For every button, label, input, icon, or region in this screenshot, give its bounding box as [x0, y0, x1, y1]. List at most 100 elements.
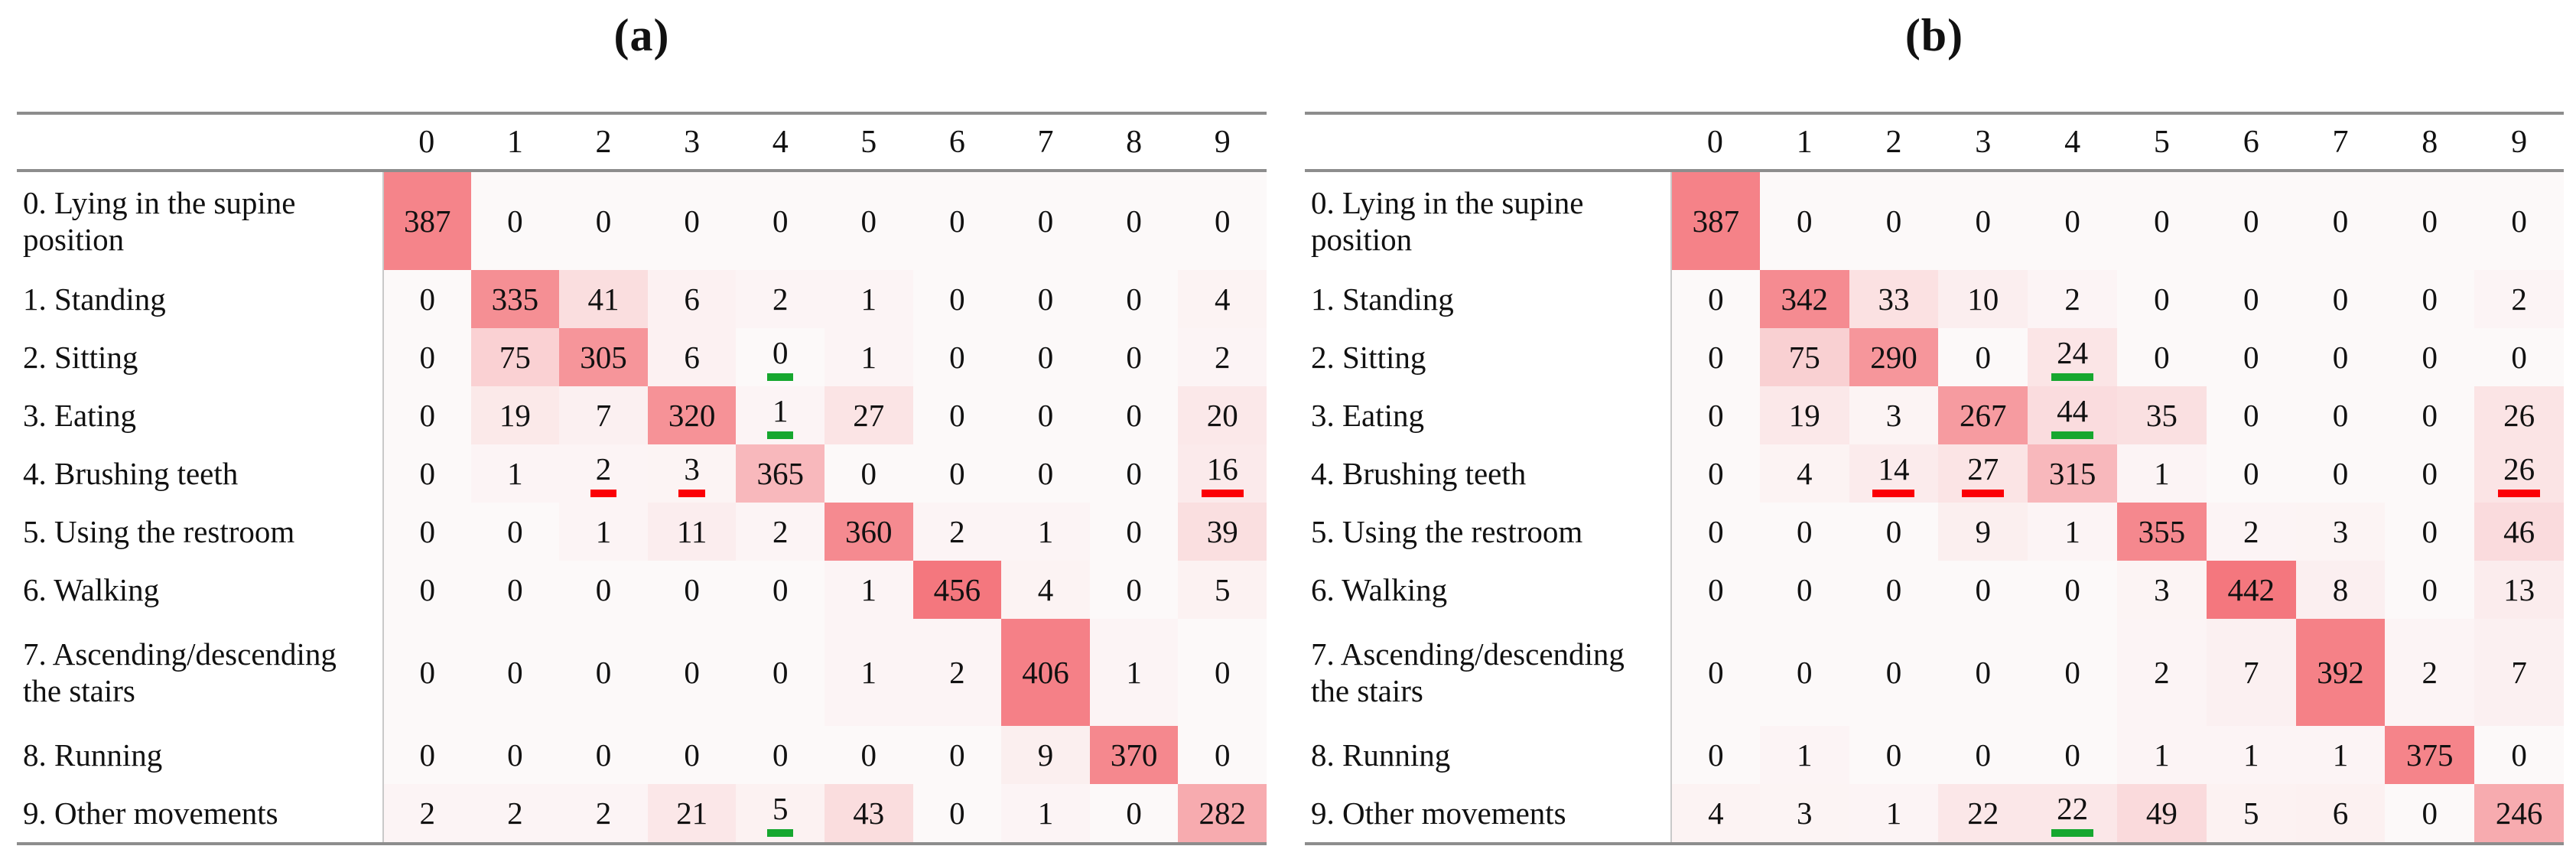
matrix-cell: 0	[1759, 172, 1849, 270]
cell-value: 0	[2422, 340, 2438, 375]
cell-value: 387	[404, 203, 451, 239]
cell-value: 0	[595, 655, 612, 690]
cell-value: 1	[2243, 737, 2259, 773]
matrix-cell: 7	[2206, 619, 2296, 726]
matrix-cell: 0	[1938, 726, 2028, 784]
matrix-cell: 0	[1670, 386, 1760, 444]
matrix-cell: 0	[470, 726, 560, 784]
matrix-cell: 26	[2474, 386, 2564, 444]
cell-value: 0	[2422, 203, 2438, 239]
matrix-cell: 0	[1759, 619, 1849, 726]
matrix-cell: 0	[559, 619, 648, 726]
matrix-cell: 0	[2385, 172, 2475, 270]
cell-value: 2	[419, 796, 436, 831]
cell-value: 4	[1708, 796, 1724, 831]
matrix-cell: 3	[2295, 503, 2386, 561]
cell-value: 0	[1214, 655, 1231, 690]
cell-value: 44	[2051, 392, 2094, 439]
matrix-cell: 1	[824, 561, 913, 619]
cell-value: 14	[1872, 451, 1915, 497]
cell-value: 0	[1885, 655, 1902, 690]
matrix-cell: 2	[912, 503, 1002, 561]
cell-value: 0	[1885, 737, 1902, 773]
matrix-cell: 267	[1938, 386, 2028, 444]
cell-value: 0	[2422, 281, 2438, 317]
cell-value: 10	[1967, 281, 1999, 317]
cell-value: 2	[2154, 655, 2170, 690]
row-label: 8. Running	[17, 726, 382, 784]
cell-value: 43	[853, 796, 885, 831]
corner-cell	[1305, 115, 1670, 172]
cell-value: 0	[1796, 203, 1813, 239]
cell-value: 305	[580, 340, 627, 375]
cell-value: 0	[2064, 737, 2080, 773]
cell-value: 0	[1037, 281, 1054, 317]
cell-value: 0	[2511, 203, 2527, 239]
cell-value: 0	[2332, 340, 2349, 375]
cell-value: 1	[766, 392, 794, 439]
cell-value: 0	[419, 281, 436, 317]
matrix-cell: 19	[1759, 386, 1849, 444]
cell-value: 8	[2332, 572, 2349, 607]
matrix-cell: 0	[1089, 328, 1179, 386]
matrix-cell: 4	[1178, 270, 1267, 328]
matrix-cell: 1	[2117, 444, 2207, 503]
cell-value: 0	[1037, 340, 1054, 375]
matrix-cell: 0	[1849, 561, 1939, 619]
cell-value: 49	[2145, 796, 2178, 831]
cell-value: 27	[1962, 451, 2005, 497]
matrix-cell: 0	[2206, 386, 2296, 444]
cell-value: 0	[1975, 340, 1992, 375]
cell-value: 0	[1708, 655, 1724, 690]
cell-value: 0	[949, 203, 965, 239]
col-header: 5	[2117, 115, 2207, 172]
matrix-cell: 2	[736, 503, 825, 561]
cell-value: 0	[419, 340, 436, 375]
cell-value: 75	[499, 340, 531, 375]
matrix-cell: 392	[2295, 619, 2386, 726]
matrix-cell: 5	[1178, 561, 1267, 619]
cell-value: 2	[949, 655, 965, 690]
matrix-cell: 5	[736, 784, 825, 842]
cell-value: 0	[1708, 572, 1724, 607]
matrix-cell: 0	[1670, 503, 1760, 561]
matrix-cell: 35	[2117, 386, 2207, 444]
matrix-cell: 10	[1938, 270, 2028, 328]
matrix-cell: 0	[2295, 328, 2386, 386]
cell-value: 0	[766, 334, 794, 381]
matrix-cell: 0	[2474, 726, 2564, 784]
row-label: 6. Walking	[17, 561, 382, 619]
cell-value: 335	[491, 281, 539, 317]
matrix-cell: 4	[1670, 784, 1760, 842]
cell-value: 0	[1885, 572, 1902, 607]
cell-value: 0	[419, 572, 436, 607]
cell-value: 0	[419, 398, 436, 433]
matrix-cell: 0	[2028, 172, 2117, 270]
matrix-cell: 0	[647, 172, 737, 270]
cell-value: 1	[1796, 737, 1813, 773]
cell-value: 1	[860, 655, 877, 690]
cell-value: 342	[1781, 281, 1828, 317]
cell-value: 27	[853, 398, 885, 433]
matrix-cell: 49	[2117, 784, 2207, 842]
cell-value: 22	[1967, 796, 1999, 831]
cell-value: 0	[1126, 281, 1142, 317]
cell-value: 0	[2332, 281, 2349, 317]
cell-value: 0	[2422, 398, 2438, 433]
cell-value: 22	[2051, 790, 2094, 837]
cell-value: 6	[684, 281, 700, 317]
cell-value: 6	[684, 340, 700, 375]
matrix-cell: 0	[2385, 561, 2475, 619]
confusion-matrix-a: 0 1 2 3 4 5 6 7 8 9 0. Lying in the supine positio…	[17, 112, 1267, 845]
matrix-cell: 0	[736, 619, 825, 726]
matrix-cell: 41	[559, 270, 648, 328]
matrix-cell: 360	[824, 503, 913, 561]
row-label: 7. Ascending/descending the stairs	[17, 619, 382, 726]
cell-value: 3	[1796, 796, 1813, 831]
col-header: 6	[912, 115, 1002, 172]
matrix-cell: 0	[2474, 172, 2564, 270]
matrix-cell: 7	[559, 386, 648, 444]
col-header: 8	[2385, 115, 2475, 172]
cell-value: 0	[684, 203, 700, 239]
cell-value: 0	[2154, 203, 2170, 239]
